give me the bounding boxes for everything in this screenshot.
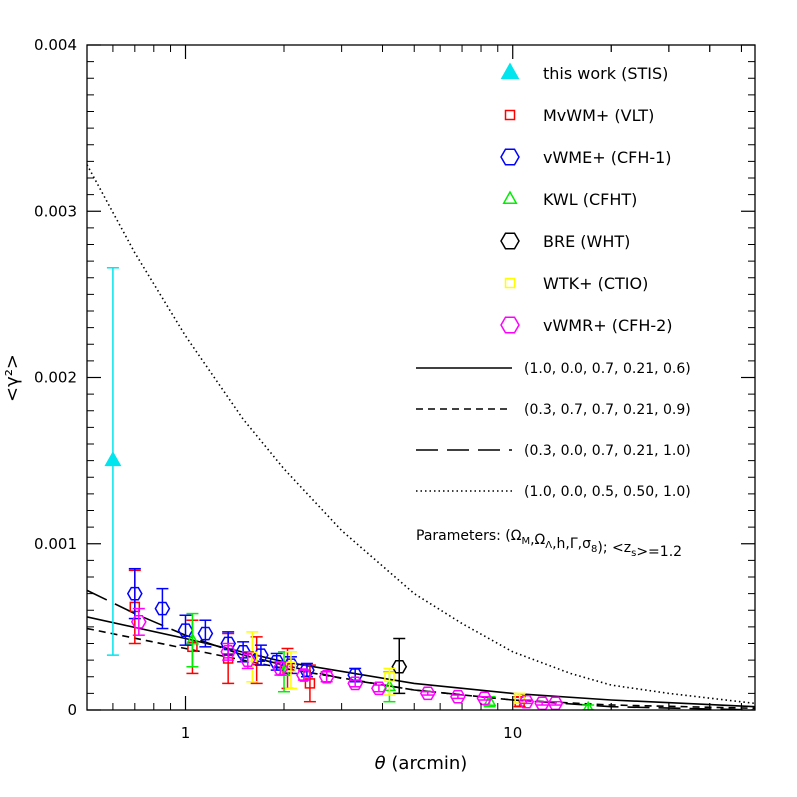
y-tick-label: 0.001 (34, 535, 77, 553)
model-curve (87, 589, 755, 710)
data-point (476, 691, 493, 706)
legend-marker (502, 190, 518, 204)
data-point (220, 636, 237, 651)
legend-label: KWL (CFHT) (543, 190, 637, 209)
data-point (154, 601, 171, 616)
y-tick-label: 0 (67, 701, 77, 719)
data-point (384, 671, 395, 682)
data-point (197, 626, 214, 641)
x-tick-label: 1 (181, 724, 191, 742)
parameters-annotation: Parameters: (ΩM,ΩΛ,h,Γ,σ8); <zs>=1.2 (416, 528, 682, 560)
legend-label: vWMR+ (CFH-2) (543, 316, 673, 335)
data-point (419, 686, 436, 701)
legend-label: WTK+ (CTIO) (543, 274, 648, 293)
data-point (518, 694, 535, 709)
model-curve (87, 627, 755, 710)
data-point (239, 653, 256, 667)
axis-ticks: 1 10 0 0.001 0.002 0.003 0.004 (34, 36, 755, 742)
x-axis-label: θ (arcmin) (375, 753, 468, 774)
y-tick-label: 0.002 (34, 369, 77, 387)
legend-curve-label: (0.3, 0.7, 0.7, 0.21, 0.9) (524, 402, 691, 418)
data-point (235, 645, 251, 659)
data-point (391, 659, 408, 674)
data-point (450, 689, 466, 704)
data-point (104, 451, 122, 467)
legend-marker (504, 109, 516, 121)
y-tick-label: 0.003 (34, 202, 77, 220)
legend-label: this work (STIS) (543, 64, 668, 83)
y-tick-label: 0.004 (34, 36, 77, 54)
data-point (253, 648, 269, 662)
data-point (126, 586, 143, 601)
data-point (371, 681, 387, 696)
legend-label: BRE (WHT) (543, 232, 630, 251)
legend: this work (STIS) MvWM+ (VLT) vWME+ (CFH-1)… (416, 62, 691, 560)
plot-marks (87, 164, 755, 710)
legend-label: MvWM+ (VLT) (543, 106, 654, 125)
data-point (582, 700, 594, 710)
data-point (185, 632, 200, 645)
x-tick-label: 10 (503, 724, 522, 742)
y-axis-label: <γ²> (2, 354, 23, 402)
legend-label: vWME+ (CFH-1) (543, 148, 672, 167)
legend-curve-label: (1.0, 0.0, 0.7, 0.21, 0.6) (524, 361, 691, 377)
data-point (347, 676, 364, 691)
data-point (347, 668, 364, 682)
model-curve (87, 164, 755, 705)
data-point (296, 668, 312, 682)
legend-marker (504, 277, 516, 289)
data-point (177, 623, 194, 638)
legend-curve-label: (1.0, 0.0, 0.5, 0.50, 1.0) (524, 484, 691, 500)
data-point (130, 615, 147, 629)
data-point (220, 645, 237, 659)
legend-marker (500, 62, 520, 80)
plot-frame (86, 44, 756, 711)
legend-marker (500, 148, 520, 166)
data-point (272, 661, 289, 676)
legend-marker (500, 316, 520, 334)
legend-marker (500, 232, 520, 250)
data-point (318, 669, 335, 684)
data-point (304, 678, 316, 689)
legend-curve-label: (0.3, 0.0, 0.7, 0.21, 1.0) (524, 443, 691, 459)
